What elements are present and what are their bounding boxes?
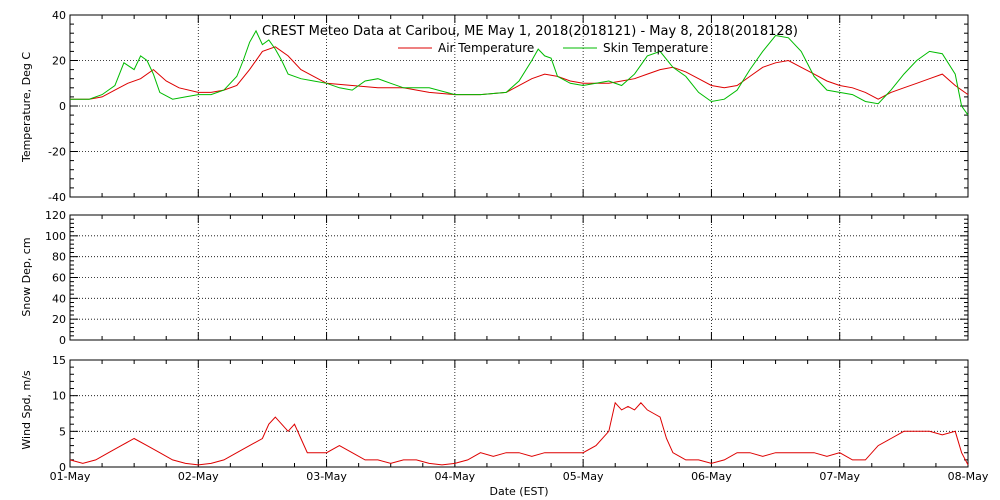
y-tick-label: -20 bbox=[48, 146, 66, 159]
panel-1: 120 100 80 60 40 20 0 bbox=[45, 209, 969, 347]
x-tick-label: 01-May bbox=[50, 470, 91, 483]
series-line-air-temperature bbox=[70, 46, 969, 100]
series-line-skin-temperature bbox=[70, 29, 969, 116]
y-tick-label: 20 bbox=[52, 55, 66, 68]
temperature-axis-label: Temperature, Deg C bbox=[20, 52, 33, 163]
y-tick-label: 40 bbox=[52, 292, 66, 305]
legend-label: Air Temperature bbox=[438, 41, 534, 55]
x-tick-label: 04-May bbox=[434, 470, 475, 483]
panels-layer: 40 20 0 -20 -40 Air Temperature Skin Temperatu… bbox=[45, 9, 989, 483]
date-axis-label: Date (EST) bbox=[489, 485, 548, 498]
y-tick-label: 80 bbox=[52, 251, 66, 264]
legend: Air Temperature Skin Temperature bbox=[398, 41, 708, 55]
x-tick-label: 05-May bbox=[563, 470, 604, 483]
x-tick-label: 02-May bbox=[178, 470, 219, 483]
y-tick-label: 60 bbox=[52, 272, 66, 285]
y-tick-label: 120 bbox=[45, 209, 66, 222]
y-tick-label: -40 bbox=[48, 191, 66, 204]
x-tick-label: 06-May bbox=[691, 470, 732, 483]
y-tick-label: 100 bbox=[45, 230, 66, 243]
panel-0: 40 20 0 -20 -40 Air Temperature Skin Temperatu… bbox=[48, 9, 969, 204]
panel-frame bbox=[69, 214, 969, 341]
y-tick-label: 10 bbox=[52, 390, 66, 403]
x-tick-label: 08-May bbox=[948, 470, 989, 483]
panel-frame bbox=[69, 359, 969, 468]
y-tick-label: 15 bbox=[52, 354, 66, 367]
chart-title: CREST Meteo Data at Caribou, ME May 1, 2… bbox=[262, 24, 798, 39]
y-tick-label: 0 bbox=[59, 461, 66, 474]
panel-2: 15 10 5 0 bbox=[52, 354, 969, 474]
legend-label: Skin Temperature bbox=[603, 41, 708, 55]
x-tick-label: 03-May bbox=[306, 470, 347, 483]
y-tick-label: 0 bbox=[59, 334, 66, 347]
x-tick-label: 07-May bbox=[819, 470, 860, 483]
snow-depth-axis-label: Snow Dep, cm bbox=[20, 237, 33, 316]
wind-speed-axis-label: Wind Spd, m/s bbox=[20, 370, 33, 450]
y-tick-label: 5 bbox=[59, 425, 66, 438]
y-tick-label: 0 bbox=[59, 100, 66, 113]
y-tick-label: 40 bbox=[52, 9, 66, 22]
y-tick-label: 20 bbox=[52, 313, 66, 326]
series-line-wind-speed bbox=[69, 401, 969, 466]
